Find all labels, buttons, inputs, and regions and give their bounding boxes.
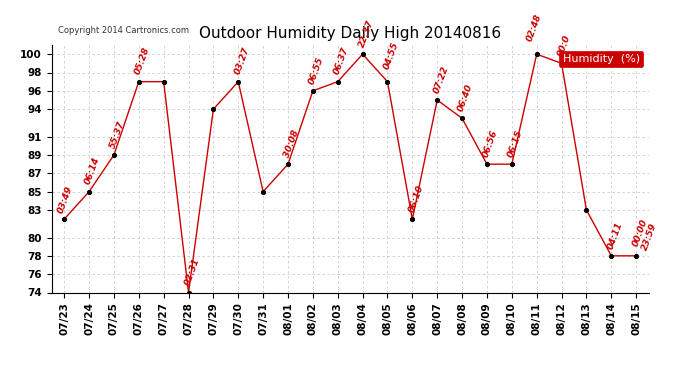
- Text: 06:14: 06:14: [83, 156, 101, 186]
- Text: 55:37: 55:37: [108, 120, 126, 150]
- Text: 00:0: 00:0: [556, 34, 572, 58]
- Text: 07:22: 07:22: [432, 64, 450, 94]
- Text: 03:27: 03:27: [233, 46, 251, 76]
- Text: 04:11: 04:11: [606, 220, 624, 250]
- Title: Outdoor Humidity Daily High 20140816: Outdoor Humidity Daily High 20140816: [199, 26, 501, 41]
- Text: 06:37: 06:37: [332, 46, 351, 76]
- Text: 06:40: 06:40: [457, 83, 475, 113]
- Text: 04:55: 04:55: [382, 40, 400, 70]
- Text: 06:10: 06:10: [407, 184, 425, 214]
- Text: 06:56: 06:56: [482, 129, 500, 159]
- Text: Copyright 2014 Cartronics.com: Copyright 2014 Cartronics.com: [58, 26, 189, 35]
- Text: 03:49: 03:49: [56, 185, 74, 215]
- Text: 00:00
23:59: 00:00 23:59: [631, 218, 659, 252]
- Text: 02:48: 02:48: [526, 13, 544, 43]
- Text: 06:15: 06:15: [506, 129, 524, 159]
- Text: 22:37: 22:37: [357, 19, 375, 49]
- Legend: Humidity  (%): Humidity (%): [560, 51, 643, 67]
- Text: 02:31: 02:31: [183, 257, 201, 287]
- Text: 05:28: 05:28: [133, 46, 152, 76]
- Text: 30:08: 30:08: [282, 129, 301, 159]
- Text: 06:55: 06:55: [307, 55, 326, 85]
